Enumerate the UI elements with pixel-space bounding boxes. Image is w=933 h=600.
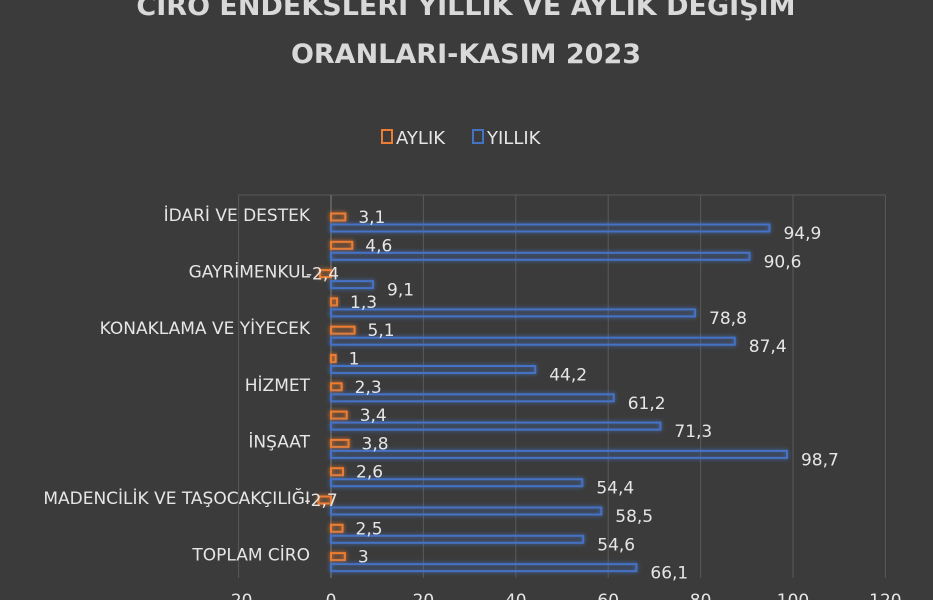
bar-aylik — [330, 240, 354, 250]
data-label-aylik: 5,1 — [368, 321, 395, 341]
tick-label: 0 — [326, 591, 337, 600]
legend-swatch-yillik — [472, 129, 484, 144]
bar-yillik — [330, 308, 697, 318]
bar-aylik — [330, 410, 348, 420]
data-label-yillik: 78,8 — [709, 309, 747, 329]
legend-swatch-aylik — [381, 129, 393, 144]
data-label-aylik: 1 — [349, 350, 360, 370]
bar-yillik — [330, 336, 736, 346]
category-label: KONAKLAMA VE YİYECEK — [100, 318, 311, 339]
data-label-yillik: 94,9 — [783, 224, 821, 244]
data-label-yillik: 90,6 — [764, 252, 802, 272]
bar-aylik — [317, 495, 333, 505]
data-label-yillik: 54,6 — [597, 535, 635, 555]
bar-aylik — [330, 467, 345, 477]
bar-yillik — [330, 449, 788, 459]
tick-label: 80 — [690, 591, 712, 600]
bar-aylik — [330, 212, 347, 222]
tick-label: 20 — [413, 591, 435, 600]
tick-label: 60 — [597, 591, 619, 600]
data-label-yillik: 58,5 — [615, 507, 653, 527]
data-label-yillik: 61,2 — [628, 394, 666, 414]
data-label-aylik: 3 — [358, 548, 369, 568]
bar-aylik — [318, 269, 332, 279]
tick-label: -20 — [225, 591, 253, 600]
category-label: GAYRİMENKUL — [189, 262, 311, 283]
data-label-aylik: 2,3 — [355, 378, 382, 398]
bar-aylik — [330, 297, 339, 307]
legend-label: AYLIK — [396, 128, 446, 149]
data-label-yillik: 98,7 — [801, 450, 839, 470]
bar-yillik — [330, 280, 375, 290]
bar-yillik — [330, 534, 585, 544]
bar-yillik — [330, 506, 603, 516]
tick-label: 100 — [777, 591, 809, 600]
data-label-aylik: -2,7 — [305, 491, 338, 511]
x-axis-ticks: -20 0 20 40 60 80 100 120 — [225, 591, 902, 600]
category-labels: İDARİ VE DESTEK GAYRİMENKUL KONAKLAMA VE Y… — [43, 205, 311, 566]
data-label-yillik: 66,1 — [650, 564, 688, 584]
data-label-aylik: 3,4 — [360, 406, 387, 426]
bar-yillik — [330, 421, 662, 431]
category-label: TOPLAM CİRO — [191, 545, 310, 566]
bar-yillik — [330, 251, 751, 261]
title-line: CİRO ENDEKSLERİ YILLIK VE AYLIK DEĞİŞİM — [136, 0, 795, 22]
data-label-aylik: 3,1 — [358, 208, 385, 228]
bar-aylik — [330, 438, 350, 448]
data-label-yillik: 44,2 — [549, 366, 587, 386]
category-label: İDARİ VE DESTEK — [164, 205, 311, 226]
data-labels: 3,1 4,6 -2,4 1,3 5,1 1 2,3 3,4 3,8 2,6 -2,7 2,5 3 94,… — [305, 208, 839, 584]
bars — [317, 212, 788, 573]
data-label-aylik: -2,4 — [306, 265, 339, 285]
bar-yillik — [330, 223, 771, 233]
bar-yillik — [330, 393, 615, 403]
category-label: HİZMET — [245, 375, 311, 396]
data-label-aylik: 1,3 — [350, 293, 377, 313]
bar-aylik — [330, 382, 343, 392]
bar-aylik — [330, 354, 337, 363]
data-label-yillik: 71,3 — [674, 422, 712, 442]
bar-aylik — [330, 552, 346, 562]
category-label: MADENCİLİK VE TAŞOCAKÇILIĞI — [43, 487, 310, 509]
data-label-yillik: 9,1 — [387, 281, 414, 301]
tick-label: 40 — [505, 591, 527, 600]
title-line: ORANLARI-KASIM 2023 — [291, 39, 641, 70]
bar-aylik — [330, 523, 344, 533]
data-label-aylik: 3,8 — [362, 434, 389, 454]
tick-label: 120 — [869, 591, 901, 600]
data-label-aylik: 4,6 — [365, 236, 392, 256]
bar-aylik — [330, 325, 356, 335]
legend-label: YILLIK — [486, 128, 542, 149]
chart-title: CİRO ENDEKSLERİ YILLIK VE AYLIK DEĞİŞİM O… — [136, 0, 795, 70]
bar-yillik — [330, 478, 584, 488]
bar-yillik — [330, 365, 537, 374]
data-label-yillik: 54,4 — [596, 479, 634, 499]
data-label-yillik: 87,4 — [749, 337, 787, 357]
legend: AYLIK YILLIK — [381, 128, 542, 149]
data-label-aylik: 2,6 — [356, 463, 383, 483]
bar-yillik — [330, 563, 638, 573]
data-label-aylik: 2,5 — [356, 519, 383, 539]
category-label: İNŞAAT — [248, 431, 310, 452]
